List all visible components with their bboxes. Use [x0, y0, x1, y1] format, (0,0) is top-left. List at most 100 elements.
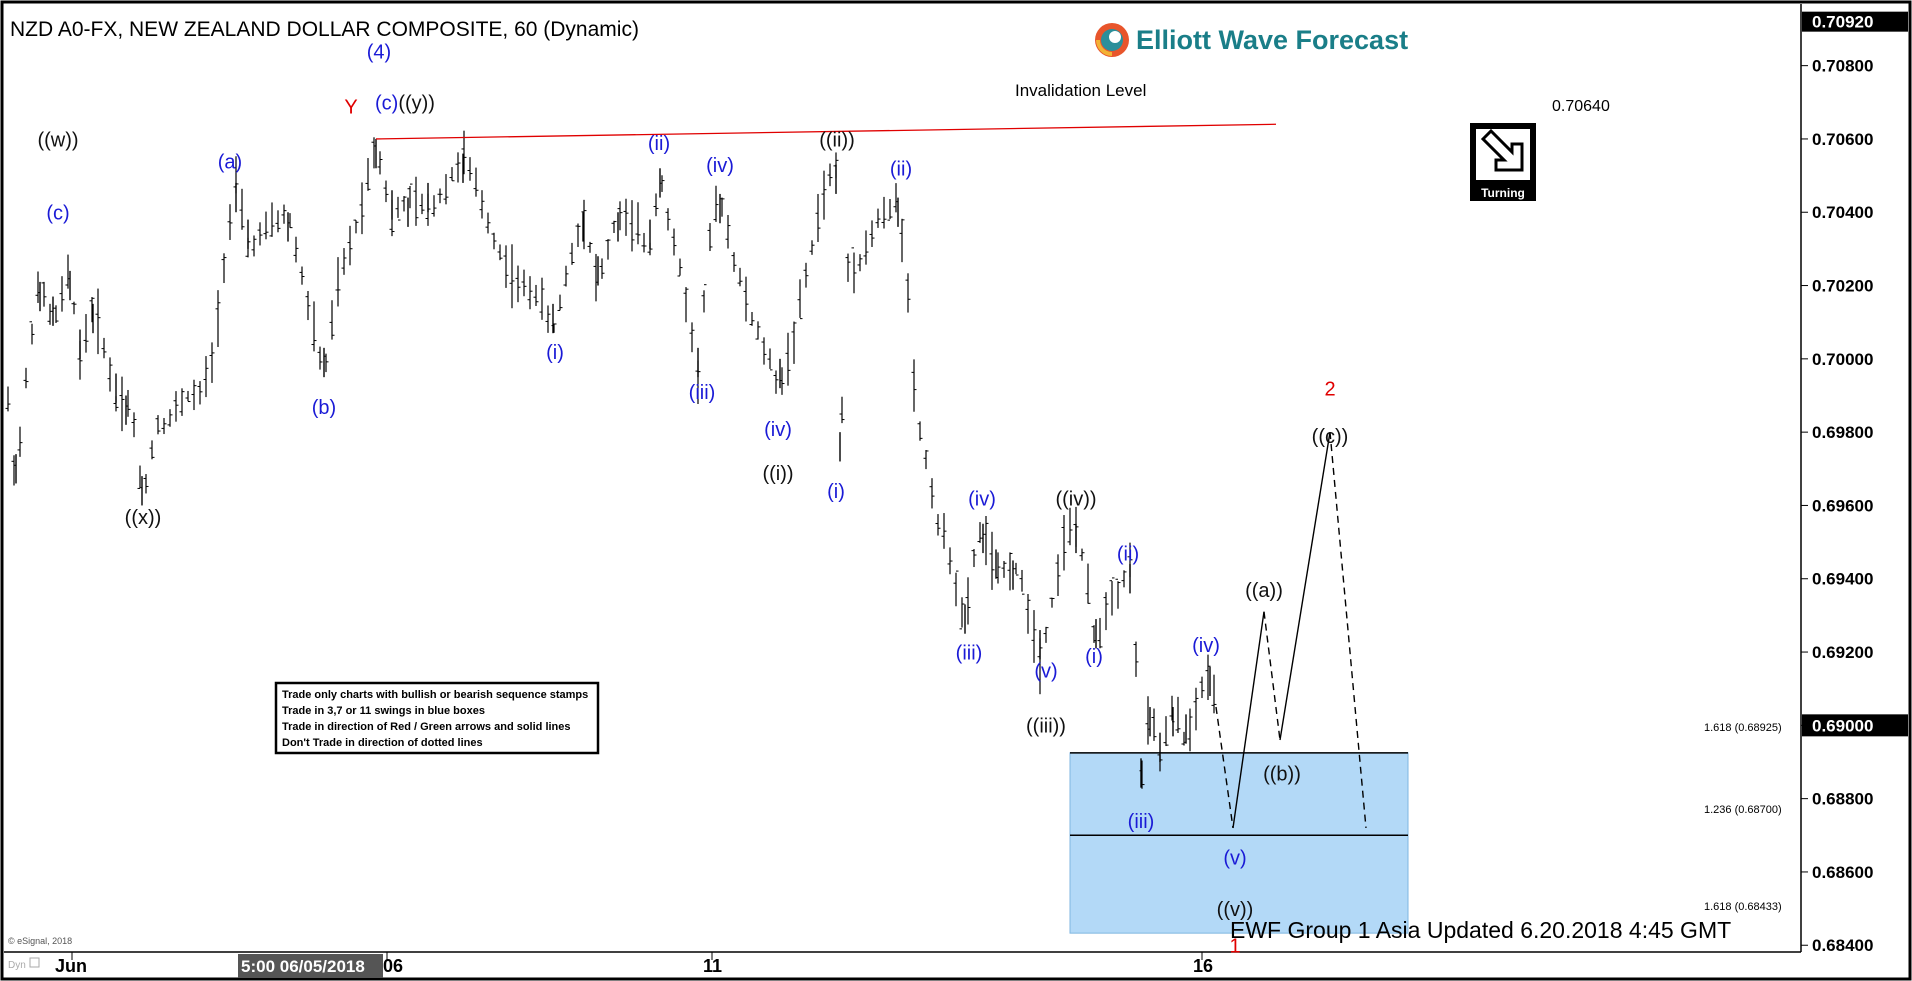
- price-bar: [401, 196, 407, 212]
- wave-label: (b): [312, 397, 336, 419]
- price-bar: [509, 244, 515, 309]
- price-bar: [395, 196, 401, 221]
- wave-labels: ((w)) (c) ((x)) (a) (b) (4) Y (c)((y)) (i) (ii) (i…: [37, 41, 1348, 957]
- price-bar: [785, 332, 791, 386]
- price-bar: [1055, 554, 1061, 596]
- price-bar: [557, 294, 563, 311]
- wave-label: (iii): [689, 382, 716, 404]
- price-bar: [1019, 569, 1025, 595]
- price-bar: [731, 252, 737, 272]
- projection-solid-leg: [1279, 432, 1331, 741]
- projection-dashed-leg: [1263, 611, 1281, 741]
- price-bar: [1061, 515, 1067, 571]
- price-bar: [539, 277, 545, 320]
- price-bar: [431, 195, 437, 217]
- price-bar: [1163, 716, 1169, 747]
- price-bar: [845, 253, 851, 282]
- price-bar: [1205, 654, 1211, 700]
- price-bar: [1001, 560, 1007, 578]
- price-bar: [1043, 626, 1049, 643]
- down-right-arrow-icon: [1480, 128, 1524, 172]
- price-bar: [857, 254, 863, 272]
- price-bar: [167, 409, 173, 427]
- price-bar: [341, 248, 347, 275]
- price-bar: [737, 267, 743, 287]
- price-bar: [29, 321, 35, 345]
- wave-label: (iii): [956, 642, 983, 664]
- price-bar: [917, 421, 923, 441]
- price-bar: [935, 514, 941, 536]
- chart-title: NZD A0-FX, NEW ZEALAND DOLLAR COMPOSITE,…: [10, 18, 639, 41]
- price-bar: [119, 376, 125, 432]
- price-bar: [983, 515, 989, 566]
- price-bar: [929, 478, 935, 509]
- rule-1: Trade only charts with bullish or bearis…: [282, 689, 588, 701]
- wave-label: (iv): [706, 155, 734, 177]
- y-tick-label: 0.69200: [1812, 643, 1873, 662]
- price-bar: [377, 151, 383, 175]
- price-bar: [305, 290, 311, 321]
- y-tick-label: 0.70600: [1812, 130, 1873, 149]
- price-bar: [953, 570, 959, 607]
- invalidation-label: Invalidation Level: [1015, 81, 1146, 100]
- invalidation-value: 0.70640: [1552, 98, 1610, 115]
- price-bar: [515, 265, 521, 303]
- price-bar: [575, 223, 581, 247]
- price-bar: [1115, 578, 1121, 609]
- price-bar: [839, 396, 845, 424]
- price-bar: [887, 199, 893, 221]
- price-bar: [251, 235, 257, 257]
- price-bar: [293, 236, 299, 263]
- price-bar: [899, 218, 905, 263]
- price-bar: [203, 356, 209, 398]
- y-tick-label: 0.70800: [1812, 57, 1873, 76]
- y-tick-label: 0.68600: [1812, 863, 1873, 882]
- y-tick-label: 0.70000: [1812, 350, 1873, 369]
- price-bar: [149, 440, 155, 460]
- price-bar: [1133, 641, 1139, 677]
- price-bar: [1079, 548, 1085, 561]
- cursor-date: 5:00 06/05/2018: [241, 957, 365, 976]
- price-bar: [623, 198, 629, 236]
- price-bar: [881, 196, 887, 229]
- wave-label: (i): [1085, 646, 1103, 668]
- price-bar: [1025, 594, 1031, 634]
- price-bar: [473, 167, 479, 197]
- price-bar: [947, 547, 953, 575]
- price-bar: [713, 185, 719, 222]
- price-bar: [851, 247, 857, 294]
- price-bar: [1031, 610, 1037, 663]
- price-bar: [599, 258, 605, 279]
- price-bar: [977, 522, 983, 543]
- y-tick-label: 0.69400: [1812, 570, 1873, 589]
- price-bar: [989, 531, 995, 590]
- calendar-icon: [29, 957, 40, 968]
- price-bar: [491, 232, 497, 250]
- price-bar: [59, 276, 65, 312]
- price-bar: [275, 210, 281, 233]
- price-bar: [221, 253, 227, 284]
- price-bar: [131, 412, 137, 438]
- price-bar: [263, 211, 269, 240]
- wave-label: (4): [367, 41, 391, 63]
- price-bar: [269, 202, 275, 237]
- wave-label: ((iii)): [1026, 716, 1066, 738]
- price-bar: [803, 262, 809, 288]
- y-tick-label: 0.70200: [1812, 277, 1873, 296]
- price-bar: [209, 342, 215, 383]
- rule-4: Don't Trade in direction of dotted lines: [282, 737, 483, 749]
- price-bar: [185, 390, 191, 403]
- price-bar: [437, 188, 443, 204]
- price-bar: [47, 303, 53, 325]
- price-bar: [761, 337, 767, 365]
- price-bar: [1103, 592, 1109, 631]
- price-bar: [527, 276, 533, 310]
- price-bar: [641, 232, 647, 253]
- price-bar: [281, 204, 287, 224]
- price-bar: [569, 242, 575, 265]
- price-bar: [89, 297, 95, 323]
- price-bar: [23, 367, 29, 389]
- price-bar: [179, 388, 185, 416]
